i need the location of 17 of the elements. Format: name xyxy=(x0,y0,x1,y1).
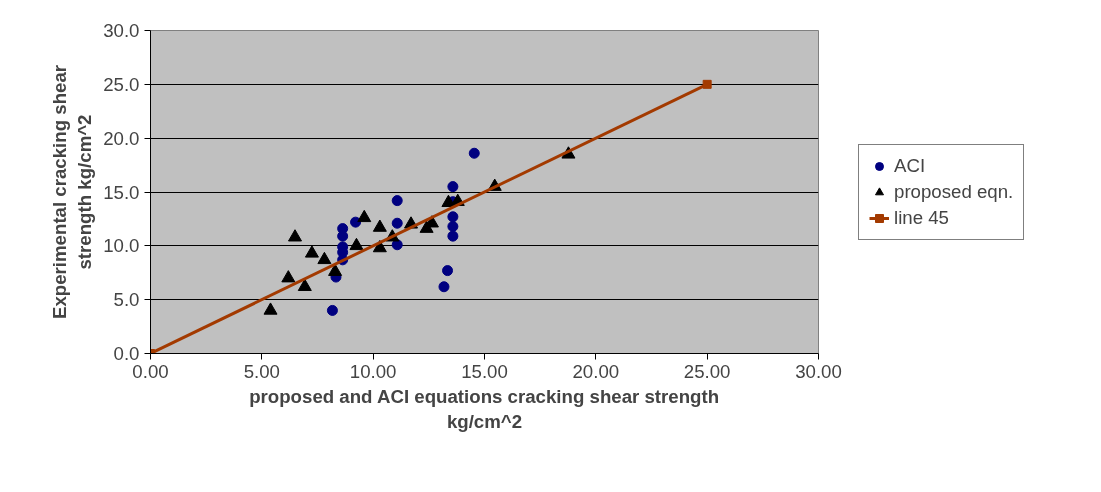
x-tick-label: 25.00 xyxy=(683,360,731,382)
x-tick-label: 5.00 xyxy=(243,360,280,382)
y-tick-label: 15.0 xyxy=(103,181,140,203)
legend-label: ACI xyxy=(894,154,926,177)
y-tick-label: 25.0 xyxy=(103,73,140,95)
y-tick-label: 10.0 xyxy=(103,235,140,257)
y-tick-label: 20.0 xyxy=(103,127,140,149)
y-axis-title: Experimental cracking shear strength kg/cm^2 xyxy=(48,64,96,320)
x-tick-label: 15.00 xyxy=(461,360,508,382)
x-tick-label: 20.00 xyxy=(572,360,620,382)
x-tick-label: 10.00 xyxy=(349,360,397,382)
legend-label: line 45 xyxy=(894,206,949,229)
legend-label: proposed eqn. xyxy=(894,180,1014,203)
x-tick-label: 30.00 xyxy=(795,360,842,382)
y-tick-label: 30.0 xyxy=(103,20,140,41)
x-axis-title: proposed and ACI equations cracking shear strength kg/cm^2 xyxy=(249,385,720,432)
y-tick-label: 5.0 xyxy=(113,289,140,311)
